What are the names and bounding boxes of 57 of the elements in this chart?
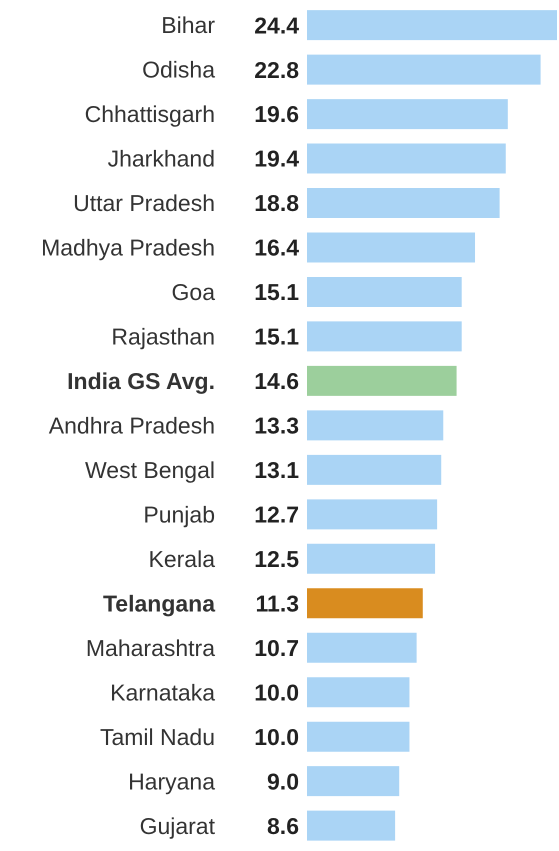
y-tick-label: Goa	[172, 279, 216, 306]
bar	[307, 632, 417, 663]
data-label: 19.4	[254, 146, 300, 172]
bar	[307, 588, 423, 618]
y-tick-label: Rajasthan	[111, 324, 215, 350]
data-label: 9.0	[267, 768, 299, 794]
data-label: 12.7	[254, 501, 299, 528]
data-label: 16.4	[254, 234, 300, 261]
data-label: 14.6	[254, 368, 299, 394]
data-label: 10.0	[254, 724, 299, 750]
bar	[307, 99, 508, 130]
y-tick-label: Madhya Pradesh	[41, 234, 215, 261]
y-tick-label: Gujarat	[140, 812, 216, 839]
y-tick-label: West Bengal	[85, 456, 215, 483]
data-label: 13.1	[254, 457, 300, 484]
bar	[307, 810, 396, 841]
data-label: 19.6	[254, 101, 299, 128]
data-label: 15.1	[254, 279, 300, 306]
data-label: 8.6	[267, 812, 299, 839]
data-label: 24.4	[254, 12, 300, 38]
bar	[307, 722, 410, 752]
y-tick-label: Maharashtra	[86, 634, 216, 661]
bar	[307, 366, 457, 396]
data-label: 10.0	[254, 679, 299, 706]
bar	[307, 321, 462, 352]
y-tick-label: Haryana	[128, 768, 216, 794]
bar	[307, 499, 438, 530]
bar	[307, 144, 506, 174]
y-tick-label: Karnataka	[110, 679, 216, 706]
bar	[307, 10, 557, 40]
bar	[307, 410, 444, 440]
y-tick-label: Tamil Nadu	[100, 724, 215, 750]
bar	[307, 188, 500, 218]
bar	[307, 276, 462, 307]
y-tick-label: Kerala	[148, 546, 216, 572]
bar	[307, 544, 436, 574]
data-label: 18.8	[254, 190, 300, 216]
y-tick-label: Chhattisgarh	[84, 101, 215, 128]
bar	[307, 766, 400, 796]
y-tick-label: Jharkhand	[108, 146, 215, 172]
data-label: 22.8	[254, 56, 300, 83]
bar	[307, 54, 541, 85]
data-label: 15.1	[254, 324, 300, 350]
y-tick-label: Andhra Pradesh	[48, 412, 215, 438]
y-tick-label: Bihar	[161, 12, 216, 38]
data-label: 13.3	[254, 412, 299, 439]
y-tick-label: India GS Avg.	[67, 368, 215, 394]
bar	[307, 232, 476, 262]
y-tick-label: Odisha	[142, 56, 216, 83]
bar	[307, 454, 442, 485]
y-tick-label: Punjab	[143, 501, 215, 528]
y-tick-label: Telangana	[102, 590, 216, 616]
data-label: 10.7	[254, 634, 299, 661]
data-label: 11.3	[256, 590, 299, 616]
y-tick-label: Uttar Pradesh	[73, 190, 215, 216]
bar	[307, 677, 410, 708]
data-label: 12.5	[254, 546, 300, 572]
